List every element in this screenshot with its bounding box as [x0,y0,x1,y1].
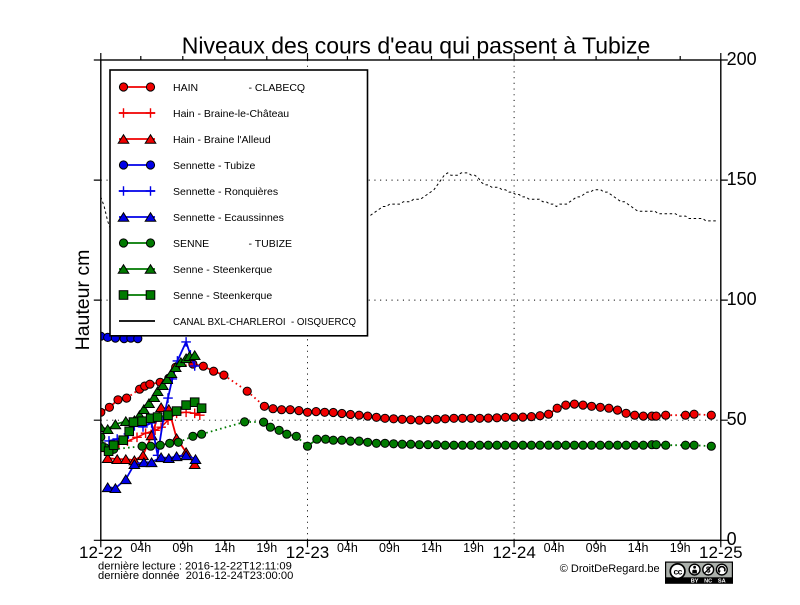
svg-text:150: 150 [727,169,757,189]
svg-text:09h: 09h [586,541,607,555]
svg-text:0: 0 [727,529,737,549]
svg-text:Sennette - Ronquières: Sennette - Ronquières [173,186,278,198]
svg-text:dernière donnée 2016-12-24T23: dernière donnée 2016-12-24T23:00:00 [98,570,293,582]
svg-text:12-24: 12-24 [492,543,535,562]
svg-text:- CLABECQ: - CLABECQ [249,82,306,94]
svg-text:dernière lecture : 2016-12-22T: dernière lecture : 2016-12-22T12:11:09 [98,561,292,573]
svg-text:NC: NC [704,579,712,585]
svg-text:19h: 19h [256,541,277,555]
svg-text:Hauteur cm: Hauteur cm [72,250,94,351]
svg-text:14h: 14h [214,541,235,555]
svg-text:09h: 09h [379,541,400,555]
svg-text:12-22: 12-22 [79,543,122,562]
svg-text:04h: 04h [544,541,565,555]
svg-text:Senne - Steenkerque: Senne - Steenkerque [173,264,272,276]
svg-text:Sennette - Ecaussinnes: Sennette - Ecaussinnes [173,212,284,224]
svg-text:Hain - Braine-le-Château: Hain - Braine-le-Château [173,108,289,120]
svg-text:CANAL BXL-CHARLEROI - OISQUER: CANAL BXL-CHARLEROI - OISQUERCQ [173,316,356,328]
svg-text:14h: 14h [628,541,649,555]
svg-text:© DroitDeRegard.be: © DroitDeRegard.be [560,563,660,575]
svg-text:100: 100 [727,289,757,309]
svg-text:19h: 19h [670,541,691,555]
svg-text:04h: 04h [337,541,358,555]
svg-text:Senne - Steenkerque: Senne - Steenkerque [173,290,272,302]
svg-text:12-23: 12-23 [286,543,329,562]
svg-text:HAIN: HAIN [173,82,198,94]
svg-text:$: $ [706,566,711,575]
svg-text:200: 200 [727,49,757,69]
svg-text:Sennette - Tubize: Sennette - Tubize [173,160,255,172]
svg-text:SENNE: SENNE [173,238,209,250]
svg-text:09h: 09h [172,541,193,555]
svg-text:12-25: 12-25 [699,543,742,562]
svg-text:19h: 19h [463,541,484,555]
svg-text:Niveaux des cours d'eau qui pa: Niveaux des cours d'eau qui passent à Tu… [182,33,651,59]
svg-text:cc: cc [674,566,683,576]
svg-text:Hain - Braine l'Alleud: Hain - Braine l'Alleud [173,134,271,146]
svg-text:14h: 14h [421,541,442,555]
svg-text:- TUBIZE: - TUBIZE [249,238,293,250]
svg-text:SA: SA [718,579,726,585]
svg-text:BY: BY [691,579,699,585]
svg-text:04h: 04h [130,541,151,555]
svg-text:50: 50 [727,409,747,429]
